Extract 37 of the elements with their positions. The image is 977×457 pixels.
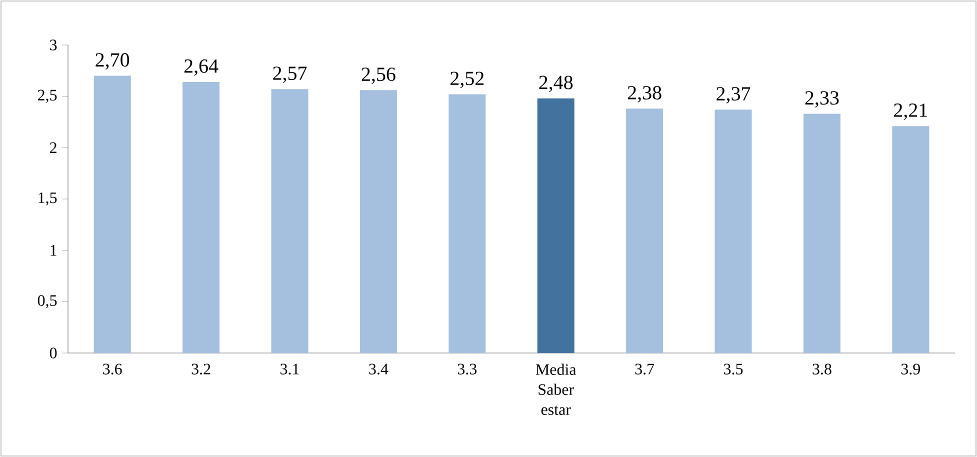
x-tick-label: 3.5 [724, 364, 743, 375]
x-tick-label: 3.9 [901, 364, 920, 375]
bar [448, 94, 486, 353]
x-tick-label: 3.8 [812, 364, 832, 375]
x-tick-label: 3.3 [458, 364, 477, 375]
data-label: 2,33 [805, 91, 839, 108]
data-label: 2,56 [362, 68, 396, 84]
y-tick-label: 1,5 [38, 192, 57, 206]
data-label: 2,70 [96, 53, 130, 70]
x-tick-label: 3.2 [192, 364, 210, 375]
data-label: 2,57 [273, 66, 307, 83]
y-tick-label: 1 [50, 245, 56, 256]
x-tick-label: Media Saber estar [536, 364, 576, 415]
x-tick-label: 3.1 [280, 364, 299, 375]
y-tick-label: 2,5 [38, 90, 57, 103]
data-label: 2,48 [539, 76, 573, 92]
y-tick-label: 0 [50, 348, 57, 358]
data-label: 2,52 [450, 72, 484, 88]
bar [182, 82, 220, 353]
bar [360, 90, 397, 353]
bar [94, 76, 131, 353]
x-tick-label: 3.7 [635, 364, 654, 375]
data-label: 2,64 [184, 59, 218, 76]
x-tick-label: 3.6 [103, 364, 122, 375]
y-tick-label: 0,5 [38, 295, 57, 308]
data-label: 2,38 [628, 86, 662, 102]
data-label: 2,21 [894, 104, 927, 120]
bar [714, 110, 752, 353]
bar [892, 126, 930, 353]
bar [626, 108, 664, 353]
bar [537, 98, 574, 353]
data-label: 2,37 [716, 87, 750, 104]
y-tick-label: 3 [50, 40, 57, 50]
x-tick-label: 3.4 [369, 364, 388, 375]
bar [803, 114, 840, 353]
y-tick-label: 2 [50, 142, 56, 153]
bar [271, 89, 308, 353]
